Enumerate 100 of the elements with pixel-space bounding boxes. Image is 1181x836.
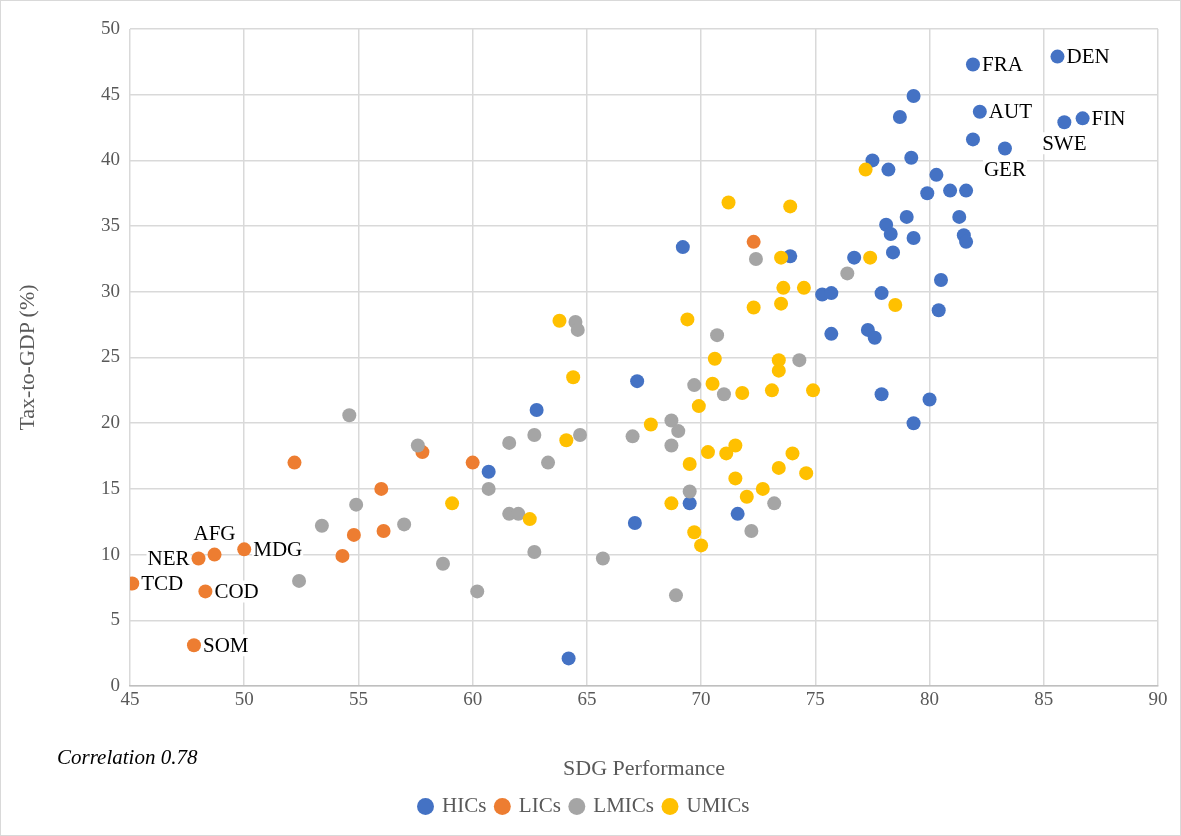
point: [881, 162, 896, 177]
point: [445, 496, 460, 511]
point: [959, 234, 974, 249]
point: [287, 455, 302, 470]
point: [700, 445, 715, 460]
point: [1057, 115, 1072, 130]
point: [627, 516, 642, 531]
point: [899, 209, 914, 224]
point: [691, 399, 706, 414]
point: [776, 280, 791, 295]
point: [922, 392, 937, 407]
text: Correlation 0.78: [57, 744, 198, 769]
y-tick-label: 20: [101, 411, 120, 433]
point: [527, 544, 542, 559]
point: [744, 523, 759, 538]
point: [559, 433, 574, 448]
point: [997, 141, 1012, 156]
point: [643, 417, 658, 432]
y-tick-label: 30: [101, 279, 120, 301]
annotation: DEN: [1066, 44, 1110, 69]
point: [792, 353, 807, 368]
point: [764, 383, 779, 398]
point: [680, 312, 695, 327]
point: [687, 525, 702, 540]
x-axis-title: SDG Performance: [563, 754, 725, 780]
point: [767, 496, 782, 511]
point: [771, 460, 786, 475]
point: [595, 551, 610, 566]
point: [933, 272, 948, 287]
point: [481, 481, 496, 496]
point: [630, 374, 645, 389]
annotation: MDG: [253, 536, 303, 561]
point: [465, 455, 480, 470]
point: [694, 538, 709, 553]
point: [502, 435, 517, 450]
point: [292, 573, 307, 588]
point: [920, 186, 935, 201]
point: [867, 330, 882, 345]
point: [888, 297, 903, 312]
point: [314, 518, 329, 533]
point: [906, 89, 921, 104]
y-tick-label: 50: [101, 16, 120, 38]
point: [470, 584, 485, 599]
point: [883, 226, 898, 241]
point: [719, 446, 734, 461]
point: [682, 496, 697, 511]
point: [929, 167, 944, 182]
y-tick-label: 40: [101, 148, 120, 170]
point: [191, 551, 206, 566]
point: [342, 408, 357, 423]
point: [687, 378, 702, 393]
point: [664, 438, 679, 453]
point: [682, 456, 697, 471]
point: [716, 387, 731, 402]
point: [721, 195, 736, 210]
point: [570, 322, 585, 337]
point: [746, 300, 761, 315]
legend-label: UMICs: [686, 793, 750, 818]
point: [943, 183, 958, 198]
point: [904, 150, 919, 165]
x-tick-label: 65: [577, 688, 597, 710]
point: [735, 385, 750, 400]
point: [952, 209, 967, 224]
point: [840, 266, 855, 281]
point: [397, 517, 412, 532]
y-tick-label: 10: [101, 542, 120, 564]
point: [435, 556, 450, 571]
point: [748, 251, 763, 266]
annotation: TCD: [141, 571, 184, 596]
point: [237, 542, 252, 557]
point: [972, 104, 987, 119]
point: [1075, 111, 1090, 126]
point: [728, 471, 743, 486]
x-tick-label: 75: [805, 688, 825, 710]
point: [728, 438, 743, 453]
point: [774, 296, 789, 311]
point: [874, 286, 889, 301]
point: [561, 651, 576, 666]
point: [374, 481, 389, 496]
point: [783, 199, 798, 214]
point: [959, 183, 974, 198]
point: [511, 506, 526, 521]
annotation: FRA: [981, 51, 1024, 76]
point: [552, 313, 567, 328]
point: [349, 497, 364, 512]
y-tick-label: 5: [110, 608, 120, 630]
x-tick-label: 90: [1148, 688, 1168, 710]
point: [906, 416, 921, 431]
point: [527, 428, 542, 443]
point: [664, 496, 679, 511]
y-tick-label: 25: [101, 345, 120, 367]
point: [481, 464, 496, 479]
point: [965, 57, 980, 72]
y-tick-label: 35: [101, 214, 120, 236]
point: [847, 250, 862, 265]
point: [858, 162, 873, 177]
point: [796, 280, 811, 295]
annotation: GER: [983, 157, 1026, 182]
point: [739, 489, 754, 504]
point: [874, 387, 889, 402]
